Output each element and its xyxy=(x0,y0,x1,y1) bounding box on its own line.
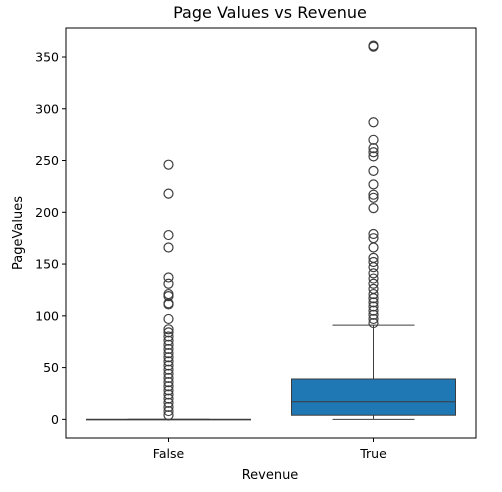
outlier-point xyxy=(163,272,174,283)
outlier-point xyxy=(163,405,174,417)
outlier-point xyxy=(163,389,174,400)
outlier-point xyxy=(163,376,174,388)
x-axis: False True xyxy=(153,438,387,461)
outlier-point xyxy=(163,348,174,359)
plot-area-frame xyxy=(65,27,477,439)
outlier-point xyxy=(368,273,379,284)
outlier-point xyxy=(163,335,174,346)
y-tick-label: 50 xyxy=(43,360,59,375)
outlier-point xyxy=(368,268,379,279)
outlier-point xyxy=(163,360,174,371)
iqr-box xyxy=(291,378,456,416)
y-tick-label: 250 xyxy=(35,153,59,168)
outlier-point xyxy=(163,291,174,302)
outlier-point xyxy=(368,117,379,128)
y-tick-label: 100 xyxy=(35,308,59,323)
outlier-point xyxy=(163,368,174,379)
outlier-point xyxy=(368,165,379,176)
outlier-point xyxy=(163,278,174,289)
outlier-point xyxy=(368,189,379,200)
outlier-point xyxy=(368,288,379,300)
outlier-point xyxy=(163,288,174,300)
outlier-point xyxy=(163,372,174,384)
outlier-point xyxy=(163,327,174,338)
outlier-point xyxy=(368,313,379,325)
outlier-point xyxy=(368,147,379,158)
outlier-point xyxy=(368,203,379,214)
outlier-point xyxy=(368,293,379,304)
y-tick-label: 0 xyxy=(51,412,59,427)
outlier-point xyxy=(163,339,174,350)
outlier-point xyxy=(163,364,174,375)
outlier-point xyxy=(368,262,379,273)
outlier-point xyxy=(368,151,379,162)
x-tick-label: True xyxy=(359,446,387,461)
outlier-point xyxy=(163,188,174,199)
outlier-point xyxy=(163,324,174,335)
outlier-point xyxy=(368,41,379,52)
outlier-point xyxy=(368,228,379,240)
y-axis-label: PageValues xyxy=(11,196,26,270)
outlier-point xyxy=(163,401,174,413)
outlier-point xyxy=(163,229,174,241)
outlier-point xyxy=(163,313,174,325)
outlier-point xyxy=(368,278,379,289)
chart-title: Page Values vs Revenue xyxy=(173,3,367,22)
outlier-point xyxy=(163,159,174,170)
y-tick-label: 150 xyxy=(35,257,59,272)
x-tick-label: False xyxy=(153,446,185,461)
outlier-point xyxy=(163,343,174,355)
outlier-point xyxy=(368,134,379,145)
outlier-point xyxy=(368,309,379,320)
y-axis: 0 50 100 150 200 250 300 350 xyxy=(35,49,66,427)
outlier-point xyxy=(163,410,174,421)
outlier-point xyxy=(163,385,174,396)
outlier-point xyxy=(163,242,174,253)
outlier-point xyxy=(368,297,379,308)
outlier-point xyxy=(368,242,379,253)
outlier-point xyxy=(163,352,174,363)
outlier-point xyxy=(163,393,174,404)
outlier-point xyxy=(368,192,379,203)
outlier-point xyxy=(368,301,379,312)
outlier-point xyxy=(163,356,174,367)
outlier-point xyxy=(163,381,174,392)
outlier-point xyxy=(163,397,174,408)
outlier-point xyxy=(163,331,174,342)
y-tick-label: 300 xyxy=(35,101,59,116)
outlier-point xyxy=(368,256,379,268)
outlier-point xyxy=(368,143,379,154)
outlier-point xyxy=(163,299,174,310)
x-axis-label: Revenue xyxy=(242,468,299,483)
y-tick-label: 350 xyxy=(35,49,59,64)
outlier-point xyxy=(368,283,379,295)
outlier-point xyxy=(368,317,379,329)
y-tick-label: 200 xyxy=(35,205,59,220)
outlier-point xyxy=(368,179,379,190)
boxes-layer xyxy=(86,40,456,421)
box-false xyxy=(86,159,251,421)
box-true xyxy=(291,40,456,420)
outlier-point xyxy=(368,305,379,316)
